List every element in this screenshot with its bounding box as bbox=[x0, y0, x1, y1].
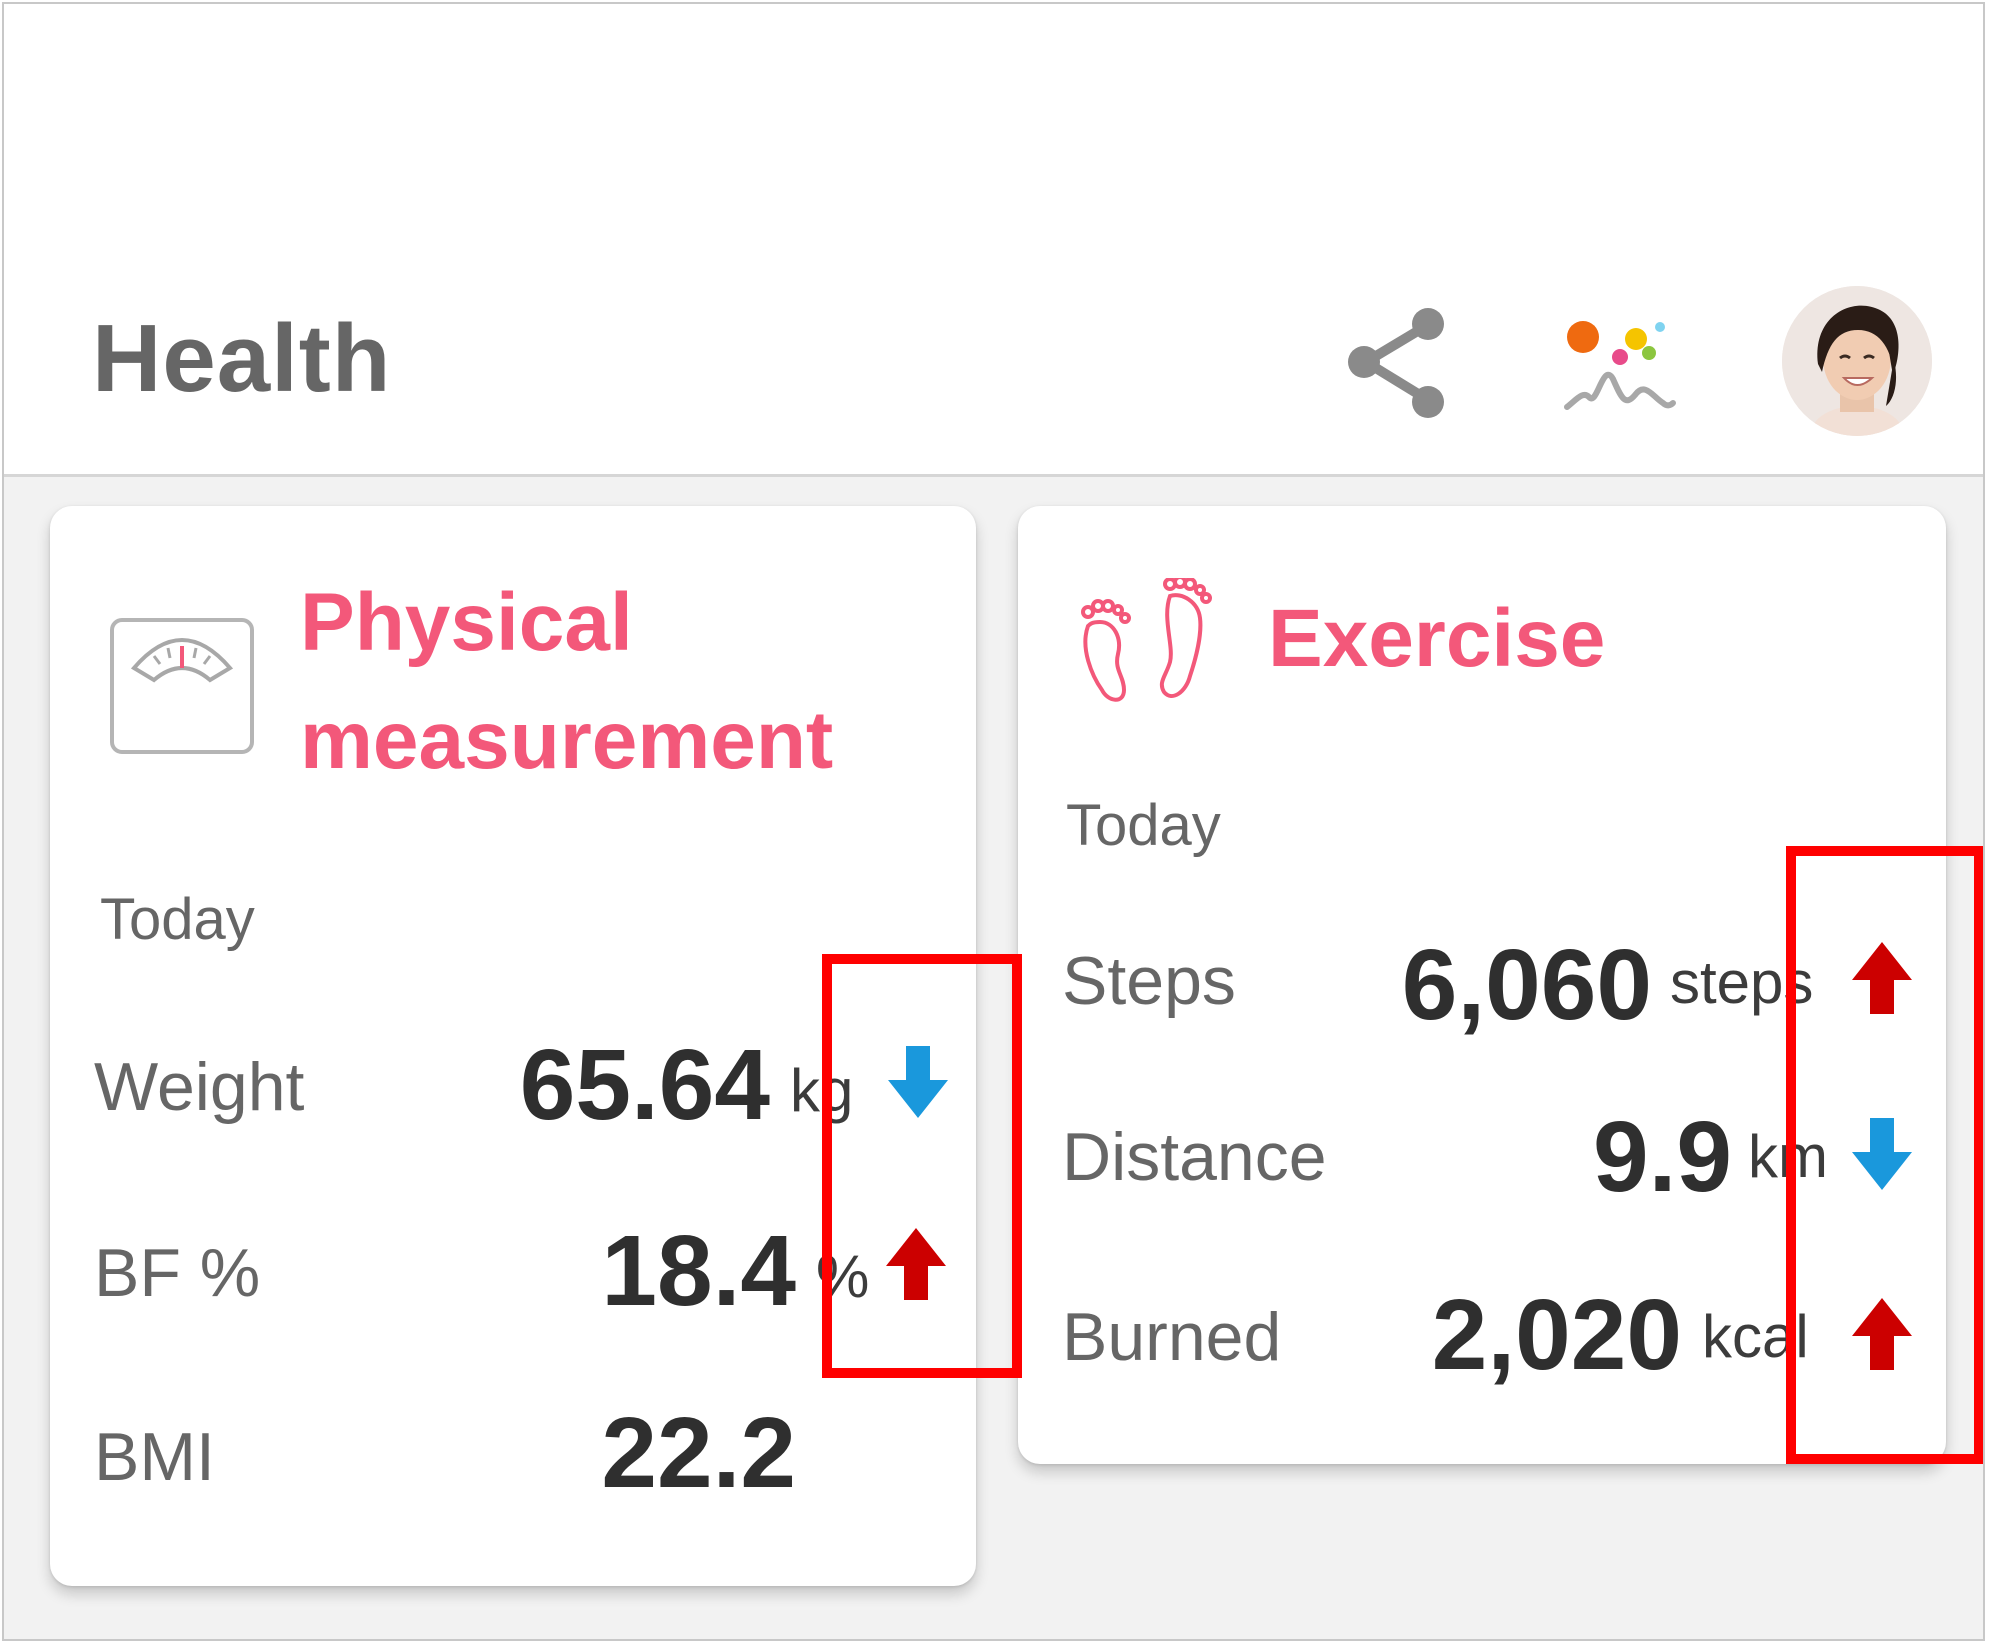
exercise-title: Exercise bbox=[1268, 593, 1606, 684]
footprints-icon bbox=[1081, 578, 1212, 702]
share-icon[interactable] bbox=[1344, 304, 1454, 424]
steps-value: 6,060 bbox=[1401, 929, 1652, 1041]
avatar[interactable] bbox=[1782, 286, 1932, 436]
app-bar: Health bbox=[4, 4, 1983, 477]
arrow-down-icon bbox=[888, 1046, 948, 1118]
physical-measurement-card[interactable]: Physical measurement Today Weight 65.64 … bbox=[50, 506, 976, 1586]
bmi-value: 22.2 bbox=[601, 1397, 796, 1509]
page-title: Health bbox=[92, 305, 392, 412]
today-label: Today bbox=[100, 887, 255, 952]
burned-value: 2,020 bbox=[1431, 1279, 1682, 1391]
arrow-up-icon bbox=[1852, 942, 1912, 1014]
weight-label: Weight bbox=[94, 1049, 305, 1125]
arrow-down-icon bbox=[1852, 1118, 1912, 1190]
app-logo-icon[interactable] bbox=[1559, 309, 1679, 419]
distance-value: 9.9 bbox=[1592, 1101, 1732, 1213]
today-label: Today bbox=[1066, 793, 1221, 858]
bmi-label: BMI bbox=[94, 1419, 215, 1495]
bodyfat-value: 18.4 bbox=[601, 1215, 796, 1327]
physical-title: Physical measurement bbox=[300, 577, 834, 786]
scale-icon bbox=[110, 618, 254, 754]
distance-label: Distance bbox=[1062, 1119, 1327, 1195]
weight-unit: kg bbox=[790, 1057, 854, 1124]
trend-highlight-box-left bbox=[822, 954, 1022, 1378]
arrow-up-icon bbox=[1852, 1298, 1912, 1370]
weight-value: 65.64 bbox=[519, 1029, 770, 1141]
arrow-up-icon bbox=[886, 1228, 946, 1300]
steps-label: Steps bbox=[1062, 943, 1236, 1019]
trend-highlight-box-right bbox=[1786, 846, 1983, 1464]
bodyfat-label: BF % bbox=[94, 1235, 261, 1311]
user-avatar-icon bbox=[1782, 286, 1932, 436]
burned-label: Burned bbox=[1062, 1299, 1282, 1375]
